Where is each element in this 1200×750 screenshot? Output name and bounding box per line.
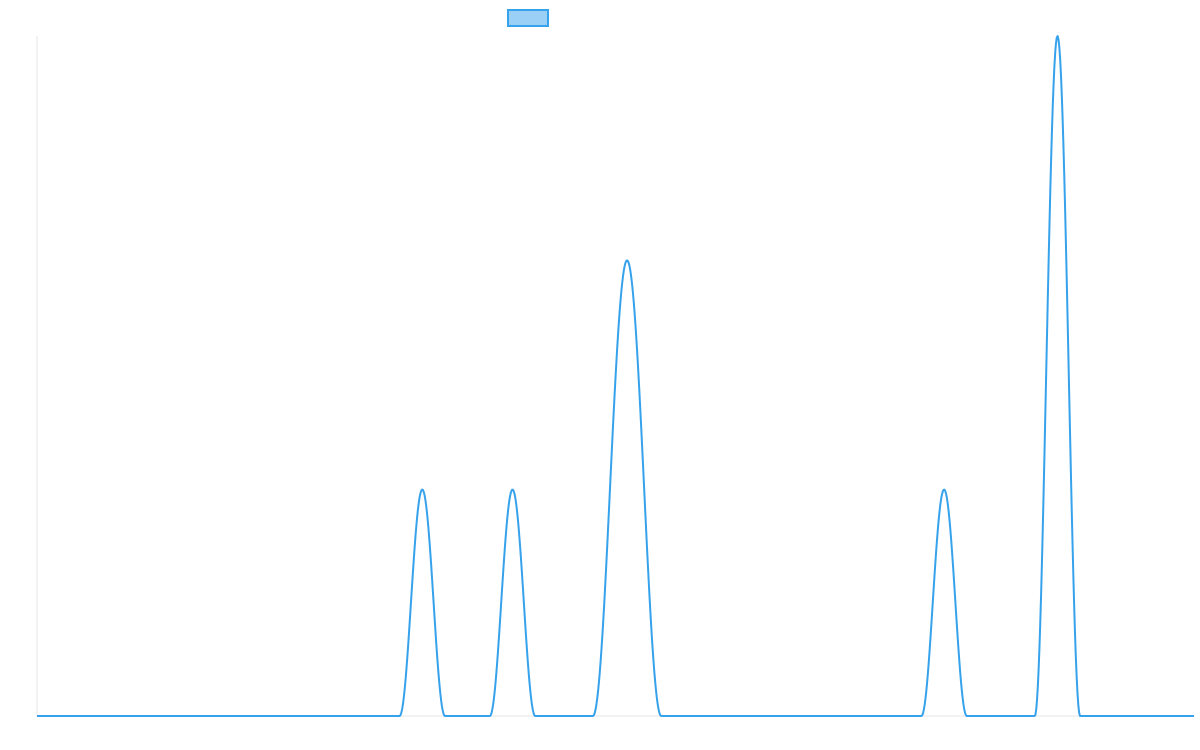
series-layer xyxy=(36,35,1195,717)
legend-swatch-1 xyxy=(507,9,549,27)
series-line xyxy=(36,35,1195,717)
legend[interactable] xyxy=(507,9,549,27)
